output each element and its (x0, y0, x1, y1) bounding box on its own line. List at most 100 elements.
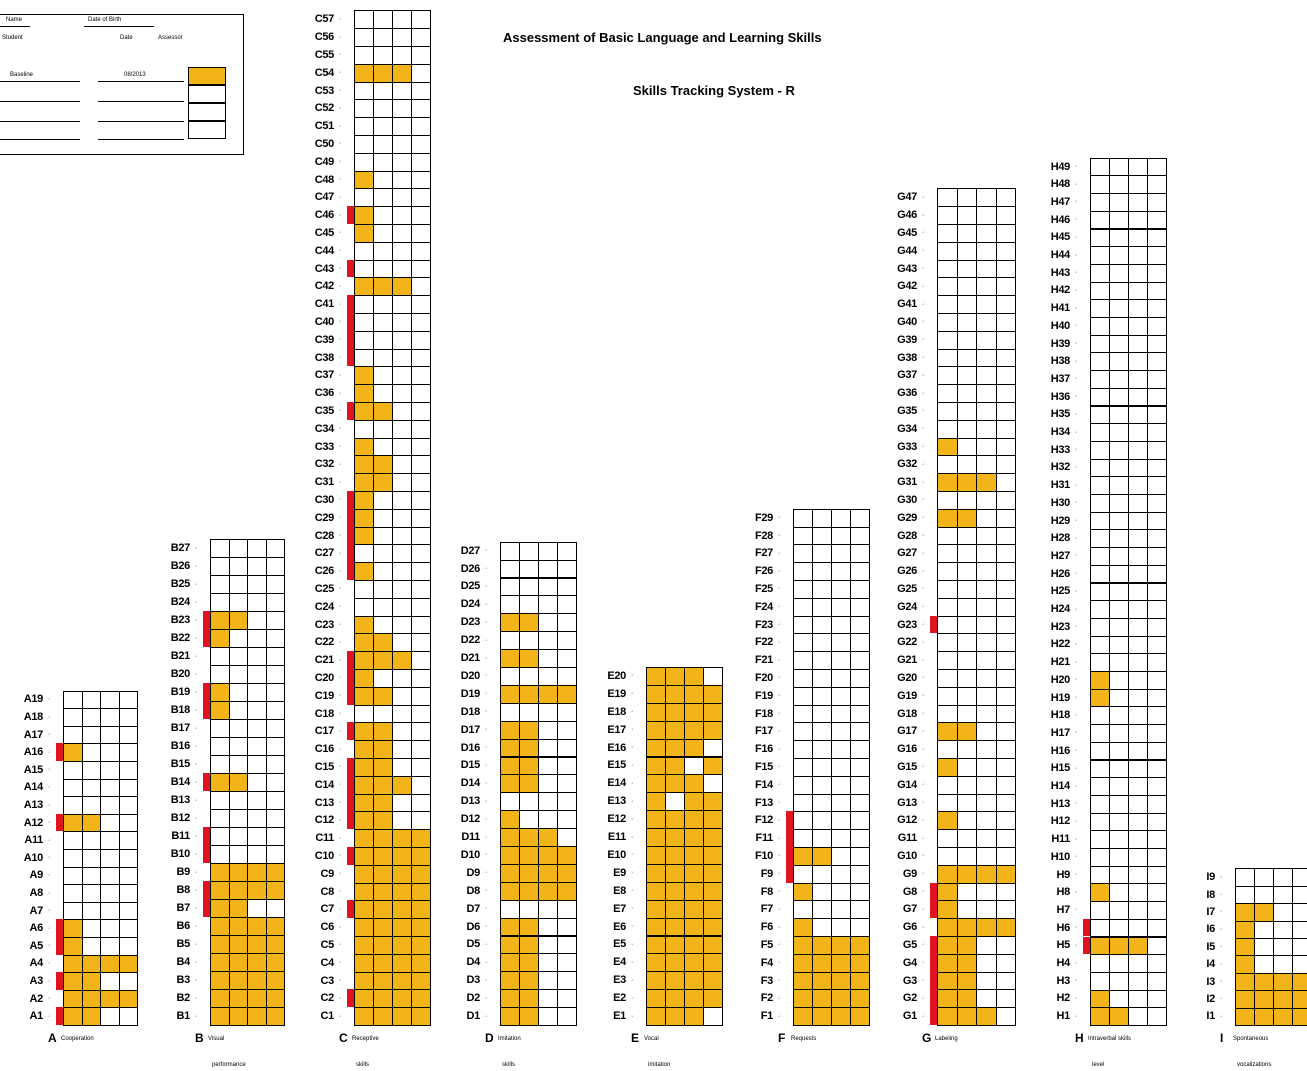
skill-cell-h47-4[interactable] (1147, 193, 1167, 212)
skill-cell-g10-3[interactable] (976, 847, 997, 866)
skill-cell-i3-3[interactable] (1273, 972, 1293, 992)
skill-cell-a8-2[interactable] (81, 884, 101, 903)
skill-cell-c8-2[interactable] (373, 882, 393, 902)
skill-cell-c48-2[interactable] (373, 170, 393, 190)
skill-cell-h44-2[interactable] (1109, 246, 1129, 265)
skill-cell-h22-4[interactable] (1147, 635, 1167, 655)
skill-cell-b11-1[interactable] (210, 827, 230, 846)
skill-cell-b25-4[interactable] (265, 575, 285, 594)
skill-cell-g32-1[interactable] (937, 455, 958, 475)
skill-cell-c30-3[interactable] (392, 491, 412, 510)
skill-cell-c44-3[interactable] (392, 241, 412, 261)
skill-cell-a15-3[interactable] (100, 761, 120, 780)
skill-cell-h45-3[interactable] (1128, 228, 1148, 248)
skill-cell-d2-4[interactable] (557, 989, 577, 1009)
skill-cell-h1-2[interactable] (1109, 1007, 1129, 1026)
skill-cell-h3-4[interactable] (1147, 971, 1167, 991)
skill-cell-h20-1[interactable] (1090, 671, 1110, 690)
skill-cell-h12-1[interactable] (1090, 812, 1110, 832)
skill-cell-h16-3[interactable] (1128, 741, 1148, 761)
skill-cell-g47-4[interactable] (995, 188, 1016, 208)
skill-cell-g32-2[interactable] (956, 455, 977, 475)
skill-cell-f9-3[interactable] (831, 864, 851, 884)
skill-cell-g45-3[interactable] (976, 224, 997, 243)
skill-cell-h41-2[interactable] (1109, 299, 1129, 318)
skill-cell-h28-3[interactable] (1128, 529, 1148, 549)
skill-cell-f1-1[interactable] (793, 1007, 813, 1026)
skill-cell-e14-4[interactable] (703, 774, 723, 794)
skill-cell-d15-3[interactable] (538, 756, 558, 776)
skill-cell-b7-2[interactable] (228, 899, 248, 918)
skill-cell-g33-1[interactable] (937, 437, 958, 457)
skill-cell-e20-3[interactable] (684, 667, 704, 686)
skill-cell-h33-2[interactable] (1109, 440, 1129, 460)
skill-cell-h24-4[interactable] (1147, 600, 1167, 619)
skill-cell-a9-3[interactable] (100, 866, 120, 886)
skill-cell-d11-1[interactable] (500, 828, 520, 847)
skill-cell-c32-1[interactable] (354, 455, 374, 475)
skill-cell-a16-1[interactable] (63, 743, 83, 762)
skill-cell-b8-4[interactable] (265, 881, 285, 900)
skill-cell-g46-3[interactable] (976, 206, 997, 225)
skill-cell-g14-1[interactable] (937, 775, 958, 795)
skill-cell-b21-1[interactable] (210, 647, 230, 666)
skill-cell-h40-4[interactable] (1147, 317, 1167, 336)
skill-cell-e19-3[interactable] (684, 684, 704, 704)
skill-cell-b27-1[interactable] (210, 539, 230, 558)
skill-cell-d18-3[interactable] (538, 702, 558, 722)
skill-cell-g29-1[interactable] (937, 508, 958, 528)
skill-cell-c33-1[interactable] (354, 437, 374, 457)
skill-cell-c55-2[interactable] (373, 46, 393, 65)
skill-cell-f18-2[interactable] (812, 704, 832, 724)
skill-cell-g19-1[interactable] (937, 686, 958, 706)
skill-cell-g10-2[interactable] (956, 847, 977, 866)
skill-cell-f15-4[interactable] (850, 758, 870, 777)
skill-cell-b9-4[interactable] (265, 863, 285, 882)
skill-cell-g7-2[interactable] (956, 900, 977, 920)
skill-cell-a3-3[interactable] (100, 972, 120, 991)
skill-cell-c24-4[interactable] (411, 597, 431, 617)
skill-cell-g11-3[interactable] (976, 829, 997, 848)
skill-cell-h5-4[interactable] (1147, 936, 1167, 956)
skill-cell-h37-1[interactable] (1090, 370, 1110, 389)
skill-cell-b21-2[interactable] (228, 647, 248, 666)
skill-cell-g8-1[interactable] (937, 882, 958, 902)
skill-cell-c35-2[interactable] (373, 402, 393, 421)
skill-cell-d19-1[interactable] (500, 684, 520, 704)
skill-cell-h17-4[interactable] (1147, 724, 1167, 743)
skill-cell-b20-2[interactable] (228, 665, 248, 684)
skill-cell-c36-1[interactable] (354, 384, 374, 403)
skill-cell-c34-3[interactable] (392, 419, 412, 439)
skill-cell-f11-4[interactable] (850, 829, 870, 848)
skill-cell-c33-4[interactable] (411, 437, 431, 457)
skill-cell-a3-4[interactable] (118, 972, 138, 991)
skill-cell-g37-3[interactable] (976, 366, 997, 386)
skill-cell-c39-1[interactable] (354, 330, 374, 350)
skill-cell-g8-2[interactable] (956, 882, 977, 902)
skill-cell-f28-4[interactable] (850, 526, 870, 546)
skill-cell-c35-3[interactable] (392, 402, 412, 421)
skill-cell-b3-3[interactable] (247, 971, 267, 990)
skill-cell-g42-3[interactable] (976, 277, 997, 297)
skill-cell-b13-1[interactable] (210, 791, 230, 810)
skill-cell-d18-1[interactable] (500, 702, 520, 722)
skill-cell-b16-3[interactable] (247, 737, 267, 756)
skill-cell-h42-1[interactable] (1090, 281, 1110, 301)
skill-cell-c12-4[interactable] (411, 811, 431, 831)
skill-cell-c38-4[interactable] (411, 348, 431, 368)
skill-cell-h32-1[interactable] (1090, 458, 1110, 478)
skill-cell-d10-3[interactable] (538, 846, 558, 865)
skill-cell-f11-2[interactable] (812, 829, 832, 848)
skill-cell-c49-3[interactable] (392, 152, 412, 172)
skill-cell-c41-1[interactable] (354, 295, 374, 314)
skill-cell-h8-2[interactable] (1109, 883, 1129, 903)
skill-cell-c3-4[interactable] (411, 971, 431, 991)
skill-cell-d10-4[interactable] (557, 846, 577, 865)
skill-cell-g40-1[interactable] (937, 313, 958, 332)
skill-cell-g17-1[interactable] (937, 722, 958, 742)
skill-cell-b1-4[interactable] (265, 1007, 285, 1026)
skill-cell-i6-4[interactable] (1292, 920, 1307, 939)
skill-cell-b9-1[interactable] (210, 863, 230, 882)
skill-cell-f11-1[interactable] (793, 829, 813, 848)
skill-cell-f8-4[interactable] (850, 882, 870, 902)
